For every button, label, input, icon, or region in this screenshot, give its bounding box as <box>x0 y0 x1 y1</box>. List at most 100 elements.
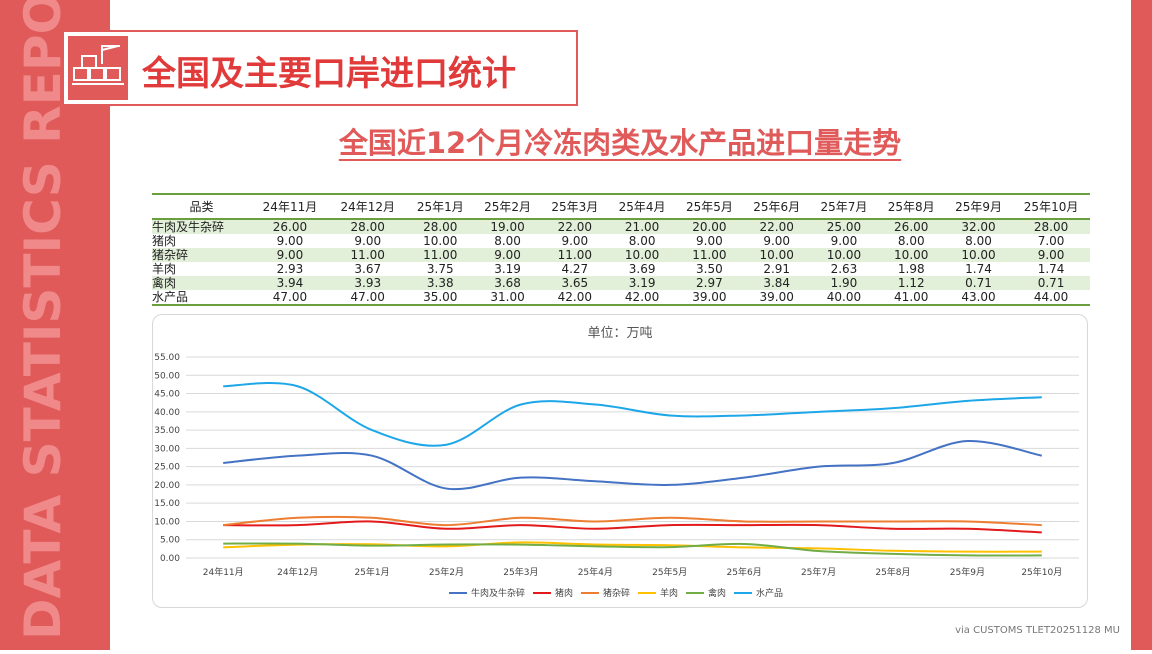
table-cell: 3.19 <box>494 262 521 276</box>
table-cell: 11.00 <box>675 248 744 262</box>
table-cell: 猪肉 <box>152 234 177 248</box>
table-cell: 26.00 <box>251 219 329 234</box>
table-cell: 32.00 <box>944 219 1013 234</box>
table-cell: 1.98 <box>897 262 925 276</box>
series-line <box>223 440 1042 491</box>
series-line <box>223 520 1042 534</box>
title: 全国及主要口岸进口统计 <box>142 54 516 94</box>
table-cell: 3.38 <box>406 276 474 290</box>
y-tick-label: 25.00 <box>154 463 180 473</box>
table-cell: 9.00 <box>696 234 723 248</box>
table-cell: 22.00 <box>743 219 811 234</box>
table-cell: 10.00 <box>810 248 878 262</box>
table-cell: 3.93 <box>328 276 407 290</box>
footer: via CUSTOMS TLET20251128 MU <box>955 625 1120 636</box>
table-cell: 3.69 <box>628 262 656 276</box>
table-cell: 2.63 <box>830 262 858 276</box>
table-cell: 1.12 <box>877 276 945 290</box>
side-text: DATA STATISTICS REPORT <box>14 0 72 640</box>
table-cell: 3.50 <box>696 262 723 276</box>
table-cell: 21.00 <box>608 219 676 234</box>
table-cell: 9.00 <box>251 248 329 262</box>
table-cell: 42.00 <box>608 290 676 306</box>
legend-label: 牛肉及牛杂碎 <box>471 587 525 599</box>
table-cell: 3.75 <box>426 262 454 276</box>
table-cell: 8.00 <box>494 234 521 248</box>
table-cell: 20.00 <box>675 219 744 234</box>
x-tick-label: 25年7月 <box>801 566 836 578</box>
table-row: 猪杂碎 9.00 11.00 11.00 9.00 11.00 10.00 11.00 10.0… <box>152 248 1090 262</box>
table-cell: 44.00 <box>1012 290 1090 306</box>
table-cell: 2.91 <box>763 262 791 276</box>
y-tick-label: 45.00 <box>154 390 180 400</box>
table-cell: 3.65 <box>541 276 609 290</box>
table-cell: 25.00 <box>810 219 878 234</box>
chart-box: 单位：万吨 0.00 5.00 10.00 15.00 20.00 25.00 30.00 3… <box>152 314 1088 608</box>
table-cell: 9.00 <box>473 248 542 262</box>
y-tick-label: 15.00 <box>154 499 180 509</box>
header-cell: 25年7月 <box>810 193 878 220</box>
table-cell: 39.00 <box>675 290 744 306</box>
table-cell: 40.00 <box>810 290 878 306</box>
table-cell: 22.00 <box>541 219 609 234</box>
x-tick-label: 25年10月 <box>1021 566 1062 578</box>
table-cell: 4.27 <box>561 262 589 276</box>
subtitle: 全国近12个月冷冻肉类及水产品进口量走势 <box>338 126 902 160</box>
side-band: DATA STATISTICS REPORT <box>0 0 110 650</box>
table-cell: 28.00 <box>328 219 407 234</box>
right-band <box>1131 0 1152 650</box>
y-tick-label: 55.00 <box>154 353 180 363</box>
series-line <box>223 542 1042 557</box>
table-cell: 8.00 <box>965 234 992 248</box>
y-tick-label: 5.00 <box>160 536 180 546</box>
header-cell: 25年4月 <box>608 193 676 220</box>
table-cell: 11.00 <box>406 248 474 262</box>
icon-svg <box>72 45 124 85</box>
table-cell: 2.97 <box>675 276 744 290</box>
header-cell: 品类 <box>152 193 252 220</box>
data-table: 品类 24年11月 24年12月 25年1月 25年2月 25年3月 25年4月 25年5月 2… <box>152 193 1090 306</box>
chart-title: 单位：万吨 <box>587 326 652 341</box>
series-line <box>223 381 1042 447</box>
table-cell: 43.00 <box>944 290 1013 306</box>
table-cell: 9.00 <box>561 234 589 248</box>
header-cell: 25年1月 <box>406 193 474 220</box>
table-cell: 9.00 <box>763 234 791 248</box>
y-tick-label: 35.00 <box>154 426 180 436</box>
table-cell: 47.00 <box>328 290 407 306</box>
header-row: 品类 24年11月 24年12月 25年1月 25年2月 25年3月 25年4月 25年5月 2… <box>152 193 1090 220</box>
table-cell: 10.00 <box>944 248 1013 262</box>
table-row: 牛肉及牛杂碎 26.00 28.00 28.00 19.00 22.00 21.00 20.0… <box>152 219 1090 234</box>
series-line <box>223 515 1042 527</box>
table-cell: 42.00 <box>541 290 609 306</box>
table-cell: 11.00 <box>328 248 407 262</box>
header-cell: 25年5月 <box>675 193 744 220</box>
legend-label: 禽肉 <box>708 587 726 599</box>
table-cell: 10.00 <box>423 234 458 248</box>
x-tick-label: 24年11月 <box>203 566 244 578</box>
y-tick-label: 0.00 <box>160 554 180 564</box>
table-row: 水产品 47.00 47.00 35.00 31.00 42.00 42.00 39.00 39… <box>152 290 1090 306</box>
table-cell: 19.00 <box>473 219 542 234</box>
table-cell: 羊肉 <box>152 262 177 276</box>
table-cell: 1.90 <box>810 276 878 290</box>
y-tick-label: 40.00 <box>154 408 180 418</box>
table-cell: 0.71 <box>1012 276 1090 290</box>
title-icon <box>68 36 128 100</box>
x-tick-label: 25年9月 <box>950 566 985 578</box>
table-cell: 0.71 <box>944 276 1013 290</box>
table-cell: 9.00 <box>830 234 858 248</box>
header-cell: 24年11月 <box>251 193 329 220</box>
table-cell: 牛肉及牛杂碎 <box>152 219 252 234</box>
x-tick-label: 25年6月 <box>727 566 762 578</box>
table-cell: 28.00 <box>1012 219 1090 234</box>
y-tick-label: 50.00 <box>154 371 180 381</box>
header-cell: 25年3月 <box>541 193 609 220</box>
chart: 单位：万吨 0.00 5.00 10.00 15.00 20.00 25.00 30.00 3… <box>154 326 1079 599</box>
y-tick-label: 30.00 <box>154 444 180 454</box>
table-cell: 26.00 <box>877 219 945 234</box>
table-row: 禽肉 3.94 3.93 3.38 3.68 3.65 3.19 2.97 3.84 1.90 1.… <box>152 276 1090 290</box>
table-cell: 7.00 <box>1037 234 1065 248</box>
table-cell: 31.00 <box>473 290 542 306</box>
